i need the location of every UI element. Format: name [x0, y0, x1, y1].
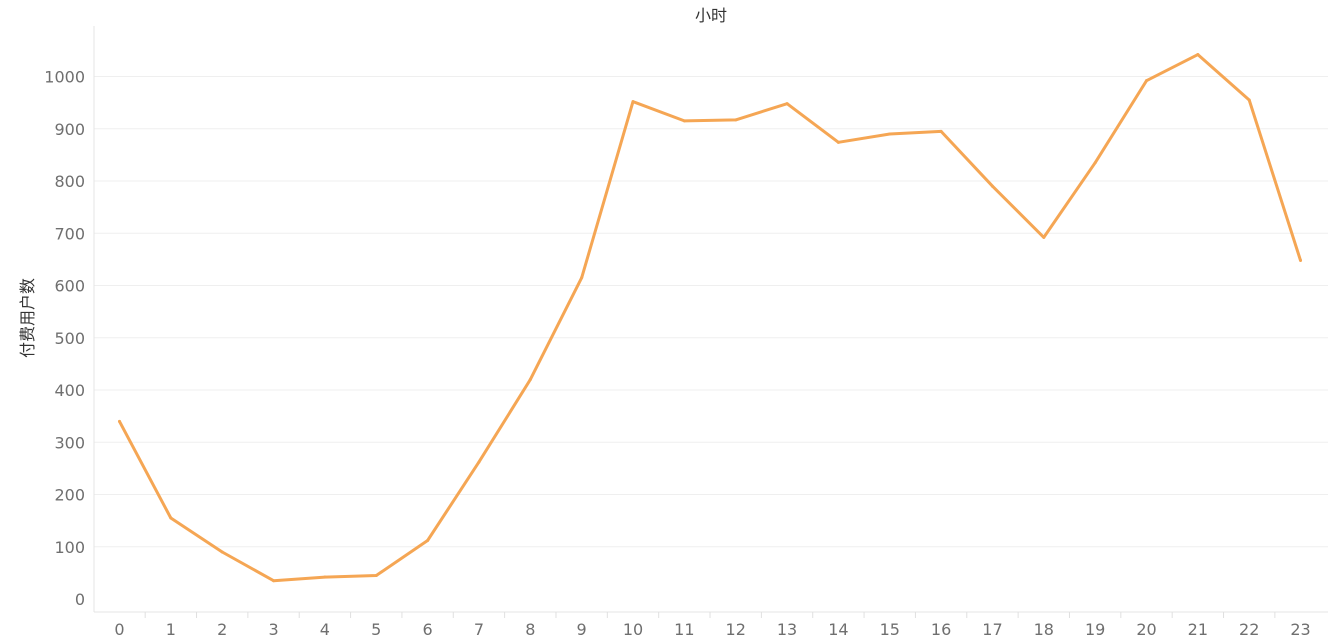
- data-point: [169, 516, 173, 520]
- x-tick-label: 12: [726, 620, 746, 639]
- data-point: [682, 119, 686, 123]
- x-tick-label: 4: [320, 620, 330, 639]
- x-tick-label: 22: [1239, 620, 1259, 639]
- data-point: [1145, 79, 1148, 83]
- data-point: [220, 550, 224, 554]
- series-layer: [118, 53, 1303, 583]
- data-point: [477, 460, 481, 464]
- x-tick-label: 5: [371, 620, 381, 639]
- data-point: [374, 573, 378, 577]
- x-tick-label: 20: [1136, 620, 1156, 639]
- x-axis-title: 小时: [695, 6, 727, 25]
- x-tick-label: 17: [982, 620, 1002, 639]
- x-tick-label: 3: [268, 620, 278, 639]
- data-point: [1093, 161, 1097, 165]
- x-tick-label: 18: [1034, 620, 1054, 639]
- data-point: [1299, 258, 1303, 262]
- y-tick-label: 0: [75, 590, 85, 609]
- data-point: [1042, 235, 1046, 239]
- x-tick-label: 7: [474, 620, 484, 639]
- x-tick-label: 10: [623, 620, 643, 639]
- series-line: [118, 53, 1302, 583]
- y-tick-label: 100: [54, 538, 85, 557]
- x-tick-label: 9: [577, 620, 587, 639]
- x-tick-label: 13: [777, 620, 797, 639]
- x-tick-label: 15: [880, 620, 900, 639]
- y-tick-label: 800: [54, 172, 85, 191]
- data-point: [836, 140, 840, 144]
- data-point: [323, 575, 327, 579]
- x-tick-label: 14: [828, 620, 848, 639]
- x-tick-label: 21: [1188, 620, 1208, 639]
- y-tick-label: 200: [54, 486, 85, 505]
- x-tick-label: 0: [114, 620, 124, 639]
- x-tick-label: 1: [166, 620, 176, 639]
- y-axis-title: 付费用户数: [18, 278, 37, 358]
- x-tick-label: 23: [1290, 620, 1310, 639]
- data-point: [426, 538, 430, 542]
- y-tick-label: 700: [54, 224, 85, 243]
- x-tick-label: 11: [674, 620, 694, 639]
- grid-lines: [94, 76, 1328, 548]
- y-tick-label: 500: [54, 329, 85, 348]
- data-point: [580, 276, 584, 280]
- axes: [93, 26, 1328, 618]
- data-point: [939, 129, 943, 133]
- data-point: [1196, 53, 1200, 57]
- data-point: [528, 378, 532, 382]
- x-tick-label: 19: [1085, 620, 1105, 639]
- y-tick-label: 1000: [44, 68, 85, 87]
- x-tick-label: 16: [931, 620, 951, 639]
- data-point: [272, 579, 276, 583]
- y-tick-label: 600: [54, 277, 85, 296]
- data-point: [990, 184, 994, 188]
- data-point: [118, 419, 121, 423]
- x-tick-label: 6: [423, 620, 433, 639]
- data-point: [1247, 98, 1251, 102]
- y-tick-label: 400: [54, 381, 85, 400]
- x-tick-label: 8: [525, 620, 535, 639]
- data-point: [785, 102, 789, 106]
- data-point: [734, 118, 738, 122]
- y-tick-label: 900: [54, 120, 85, 139]
- y-tick-label: 300: [54, 433, 85, 452]
- x-tick-label: 2: [217, 620, 227, 639]
- data-point: [631, 100, 635, 104]
- data-point: [888, 132, 892, 136]
